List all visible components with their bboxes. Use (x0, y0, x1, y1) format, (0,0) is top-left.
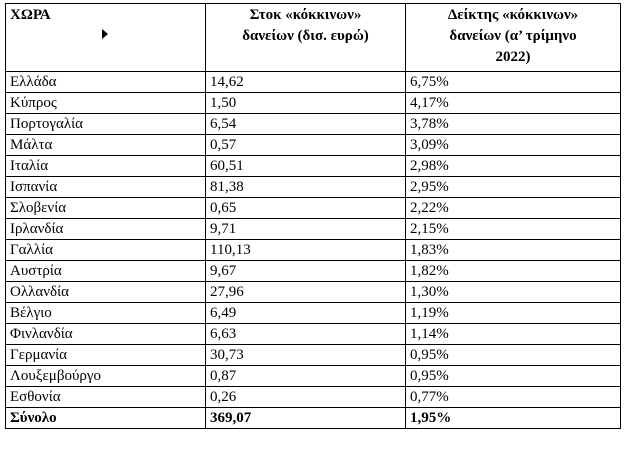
table-cell: 1,82% (405, 260, 621, 282)
table-cell: 9,67 (205, 260, 406, 282)
table-cell: 110,13 (205, 239, 406, 261)
table-cell: Μάλτα (5, 134, 206, 156)
table-cell: 2,95% (405, 176, 621, 198)
table-cell: Αυστρία (5, 260, 206, 282)
table-cell: 0,87 (205, 365, 406, 387)
table-cell: 30,73 (205, 344, 406, 366)
table-row: Λουξεμβούργο 0,87 0,95% (5, 365, 621, 387)
table-row: Ισπανία 81,38 2,95% (5, 176, 621, 198)
table-body: Ελλάδα 14,62 6,75% Κύπρος 1,50 4,17% Πορτογαλί… (5, 71, 621, 429)
table-cell: Γαλλία (5, 239, 206, 261)
table-cell: Γερμανία (5, 344, 206, 366)
table-cell: 81,38 (205, 176, 406, 198)
table-cell: 2,15% (405, 218, 621, 240)
table-cell: Ισπανία (5, 176, 206, 198)
table-cell: 1,19% (405, 302, 621, 324)
table-cell: 9,71 (205, 218, 406, 240)
table-cell: 14,62 (205, 71, 406, 93)
table-cell: 6,54 (205, 113, 406, 135)
data-table: ΧΩΡΑ Στοκ «κόκκινων» δανείων (δισ. ευρώ) Δε… (5, 3, 621, 429)
table-row: Εσθονία 0,26 0,77% (5, 386, 621, 408)
table-row: Αυστρία 9,67 1,82% (5, 260, 621, 282)
header-line: 2022) (495, 49, 531, 65)
table-cell: 6,49 (205, 302, 406, 324)
table-cell: Βέλγιο (5, 302, 206, 324)
table-cell: Ελλάδα (5, 71, 206, 93)
total-cell: 1,95% (405, 407, 621, 429)
table-cell: 2,22% (405, 197, 621, 219)
table-cell: Εσθονία (5, 386, 206, 408)
table-cell: 0,26 (205, 386, 406, 408)
table-row: Μάλτα 0,57 3,09% (5, 134, 621, 156)
table-cell: Λουξεμβούργο (5, 365, 206, 387)
table-cell: 0,77% (405, 386, 621, 408)
table-cell: 1,14% (405, 323, 621, 345)
table-cell: 3,78% (405, 113, 621, 135)
table-row: Κύπρος 1,50 4,17% (5, 92, 621, 114)
table-cell: Φινλανδία (5, 323, 206, 345)
table-row: Γερμανία 30,73 0,95% (5, 344, 621, 366)
table-cell: Ιταλία (5, 155, 206, 177)
table-cell: 0,65 (205, 197, 406, 219)
table-row: Πορτογαλία 6,54 3,78% (5, 113, 621, 135)
table-row: Ολλανδία 27,96 1,30% (5, 281, 621, 303)
total-row: Σύνολο 369,07 1,95% (5, 407, 621, 429)
table-cell: 0,95% (405, 365, 621, 387)
table-cell: 0,57 (205, 134, 406, 156)
table-cell: Ιρλανδία (5, 218, 206, 240)
table-row: Ελλάδα 14,62 6,75% (5, 71, 621, 93)
collapse-icon (102, 29, 108, 39)
table-row: Βέλγιο 6,49 1,19% (5, 302, 621, 324)
table-row: Γαλλία 110,13 1,83% (5, 239, 621, 261)
header-line: δανείων (α’ τρίμηνο (449, 28, 577, 44)
table-cell: Ολλανδία (5, 281, 206, 303)
table-cell: 6,75% (405, 71, 621, 93)
header-line: ΧΩΡΑ (10, 7, 51, 23)
table-cell: Κύπρος (5, 92, 206, 114)
table-cell: 2,98% (405, 155, 621, 177)
table-cell: Σλοβενία (5, 197, 206, 219)
table-cell: Πορτογαλία (5, 113, 206, 135)
table-cell: 6,63 (205, 323, 406, 345)
header-cell: Δείκτης «κόκκινων» δανείων (α’ τρίμηνο 202… (405, 3, 621, 72)
table-cell: 3,09% (405, 134, 621, 156)
header-cell: ΧΩΡΑ (5, 3, 206, 72)
total-cell: Σύνολο (5, 407, 206, 429)
table-row: Ιταλία 60,51 2,98% (5, 155, 621, 177)
table-cell: 0,95% (405, 344, 621, 366)
header-cell: Στοκ «κόκκινων» δανείων (δισ. ευρώ) (205, 3, 406, 72)
table-cell: 1,30% (405, 281, 621, 303)
table-row: Ιρλανδία 9,71 2,15% (5, 218, 621, 240)
total-cell: 369,07 (205, 407, 406, 429)
table-row: Σλοβενία 0,65 2,22% (5, 197, 621, 219)
header-row: ΧΩΡΑ Στοκ «κόκκινων» δανείων (δισ. ευρώ) Δε… (5, 3, 621, 72)
table-cell: 60,51 (205, 155, 406, 177)
header-line: δανείων (δισ. ευρώ) (242, 28, 369, 44)
table-cell: 4,17% (405, 92, 621, 114)
table-cell: 1,83% (405, 239, 621, 261)
table-row: Φινλανδία 6,63 1,14% (5, 323, 621, 345)
header-line: Στοκ «κόκκινων» (249, 7, 362, 23)
header-line: Δείκτης «κόκκινων» (447, 7, 579, 23)
table-cell: 27,96 (205, 281, 406, 303)
table-cell: 1,50 (205, 92, 406, 114)
